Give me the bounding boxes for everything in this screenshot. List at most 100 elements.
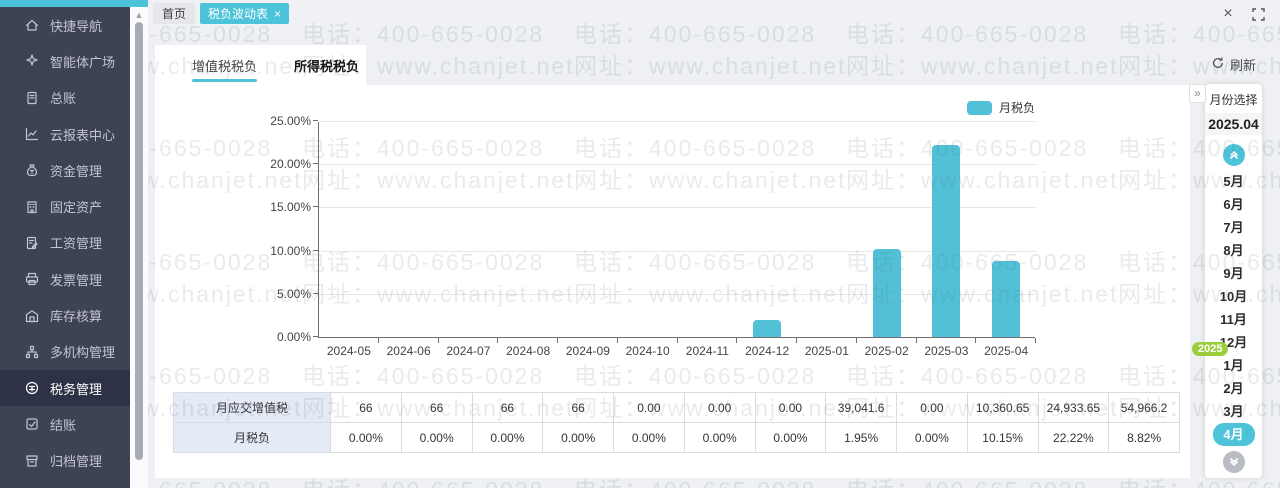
y-axis-tick — [313, 336, 318, 337]
table-cell: 0.00% — [897, 423, 968, 453]
ledger-icon — [24, 90, 40, 106]
sidebar-item-multi-org[interactable]: 多机构管理 — [0, 334, 130, 370]
x-axis-tick — [616, 338, 618, 343]
month-item-11月[interactable]: 11月 — [1220, 312, 1247, 327]
x-axis-label: 2024-06 — [386, 344, 431, 358]
panel-collapse-icon[interactable]: » — [1189, 84, 1206, 103]
sidebar-item-cloud-reports[interactable]: 云报表中心 — [0, 116, 130, 152]
table-cell: 1.95% — [826, 423, 897, 453]
closing-icon — [24, 416, 40, 432]
x-axis-label: 2025-04 — [984, 344, 1029, 358]
table-cell: 0.00 — [897, 393, 968, 423]
sidebar-item-funds[interactable]: 资金管理 — [0, 152, 130, 188]
tab-vat-burden-label: 增值税税负 — [192, 58, 258, 74]
table-cell: 0.00% — [331, 423, 402, 453]
x-axis-label: 2024-10 — [625, 344, 670, 358]
top-tabbar: 首页 税负波动表 × × — [148, 0, 1280, 28]
gridline — [319, 164, 1036, 166]
doc-edit-icon — [24, 235, 40, 251]
y-axis-tick — [313, 249, 318, 251]
month-item-1月[interactable]: 1月 — [1223, 358, 1244, 373]
tab-home[interactable]: 首页 — [153, 3, 196, 24]
gridline — [319, 207, 1036, 209]
org-icon — [24, 344, 40, 360]
sidebar-item-invoices[interactable]: 发票管理 — [0, 261, 130, 297]
sidebar-item-quick-nav[interactable]: 快捷导航 — [0, 7, 130, 43]
month-list: 5月 6月 7月 8月 9月 10月 11月 12月 1月 2月 3月 4月 — [1205, 170, 1262, 446]
sidebar-item-label: 资金管理 — [50, 163, 103, 179]
y-axis-tick-label: 10.00% — [270, 243, 311, 258]
scrollbar-thumb[interactable] — [135, 22, 143, 460]
tab-vat-burden[interactable]: 增值税税负 — [192, 45, 258, 85]
tab-close-icon[interactable]: × — [274, 6, 282, 21]
month-item-7月[interactable]: 7月 — [1223, 220, 1244, 235]
sidebar-item-payroll[interactable]: 工资管理 — [0, 225, 130, 261]
sidebar-item-fixed-assets[interactable]: 固定资产 — [0, 188, 130, 224]
table-cell: 0.00% — [684, 423, 756, 453]
month-item-10月[interactable]: 10月 — [1219, 289, 1248, 304]
fullscreen-icon[interactable] — [1248, 4, 1268, 24]
month-item-2月[interactable]: 2月 — [1223, 381, 1244, 396]
bar-2024-12[interactable] — [753, 320, 782, 337]
sidebar-item-archive[interactable]: 归档管理 — [0, 443, 130, 479]
sidebar-item-agent-plaza[interactable]: 智能体广场 — [0, 43, 130, 79]
scroll-months-down-button[interactable] — [1222, 451, 1245, 473]
window-close-icon[interactable]: × — [1223, 5, 1233, 22]
bar-2025-04[interactable] — [992, 260, 1021, 337]
month-item-6月[interactable]: 6月 — [1223, 197, 1244, 212]
chart-card: 月税负 0.00% 5.00% 10.00% 15.00% 20.00% 25.00% 20… — [155, 85, 1190, 478]
table-cell: 0.00% — [614, 423, 685, 453]
gridline — [319, 250, 1036, 252]
sidebar-item-label: 发票管理 — [50, 272, 103, 288]
y-axis-tick-label: 15.00% — [270, 200, 311, 215]
table-cell: 66 — [472, 393, 544, 423]
sidebar-item-label: 总账 — [50, 91, 77, 107]
legend-swatch — [967, 100, 992, 115]
table-cell: 66 — [401, 393, 473, 423]
month-item-3月[interactable]: 3月 — [1223, 404, 1244, 419]
scroll-months-up-button[interactable] — [1222, 144, 1245, 166]
sidebar-item-tax[interactable]: 税务管理 — [0, 369, 130, 407]
building-icon — [24, 199, 40, 215]
x-axis-label: 2024-05 — [326, 344, 371, 358]
sidebar-top-accent-strip — [0, 0, 148, 7]
table-cell: 66 — [543, 393, 614, 423]
tab-active-label: 税负波动表 — [208, 7, 269, 21]
month-item-9月[interactable]: 9月 — [1223, 266, 1244, 281]
table-cell: 24,933.65 — [1038, 393, 1110, 423]
content-tab-strip: 增值税税负 所得税税负 — [155, 45, 366, 85]
table-cell: 39,041.6 — [826, 393, 897, 423]
y-axis-tick — [313, 206, 318, 208]
y-axis-tick — [313, 120, 318, 121]
table-cell: 22.22% — [1038, 423, 1110, 453]
sidebar-scrollbar[interactable]: ▲ — [130, 7, 148, 488]
refresh-button[interactable]: 刷新 — [1211, 55, 1256, 74]
month-item-4月[interactable]: 4月 — [1212, 423, 1255, 446]
sidebar: 快捷导航智能体广场总账云报表中心资金管理固定资产 工资管理发票管理库存核算 多机构管… — [0, 7, 130, 488]
y-axis-tick — [313, 292, 318, 294]
chart-legend[interactable]: 月税负 — [967, 99, 1035, 116]
tab-income-tax-burden-label: 所得税税负 — [294, 58, 360, 74]
sidebar-item-label: 智能体广场 — [50, 54, 116, 70]
month-item-5月[interactable]: 5月 — [1223, 174, 1244, 189]
table-cell: 0.00% — [472, 423, 544, 453]
scroll-up-icon[interactable]: ▲ — [134, 10, 144, 20]
x-axis-tick — [676, 338, 678, 343]
bar-2025-03[interactable] — [932, 145, 961, 337]
chart-icon — [24, 126, 40, 142]
table-row-label: 月税负 — [174, 423, 331, 453]
sidebar-item-label: 云报表中心 — [50, 127, 116, 143]
x-axis-tick — [796, 338, 797, 343]
x-axis-label: 2024-11 — [685, 344, 729, 358]
sidebar-item-inventory[interactable]: 库存核算 — [0, 297, 130, 333]
bar-2025-02[interactable] — [872, 249, 901, 337]
tab-income-tax-burden[interactable]: 所得税税负 — [294, 45, 359, 85]
table-cell: 0.00% — [543, 423, 614, 453]
tab-tax-fluctuation[interactable]: 税负波动表 × — [200, 3, 290, 24]
sidebar-item-label: 快捷导航 — [50, 18, 103, 34]
gridline — [319, 293, 1036, 295]
month-item-8月[interactable]: 8月 — [1223, 243, 1244, 258]
sidebar-item-closing[interactable]: 结账 — [0, 406, 130, 442]
sidebar-item-general-ledger[interactable]: 总账 — [0, 80, 130, 116]
